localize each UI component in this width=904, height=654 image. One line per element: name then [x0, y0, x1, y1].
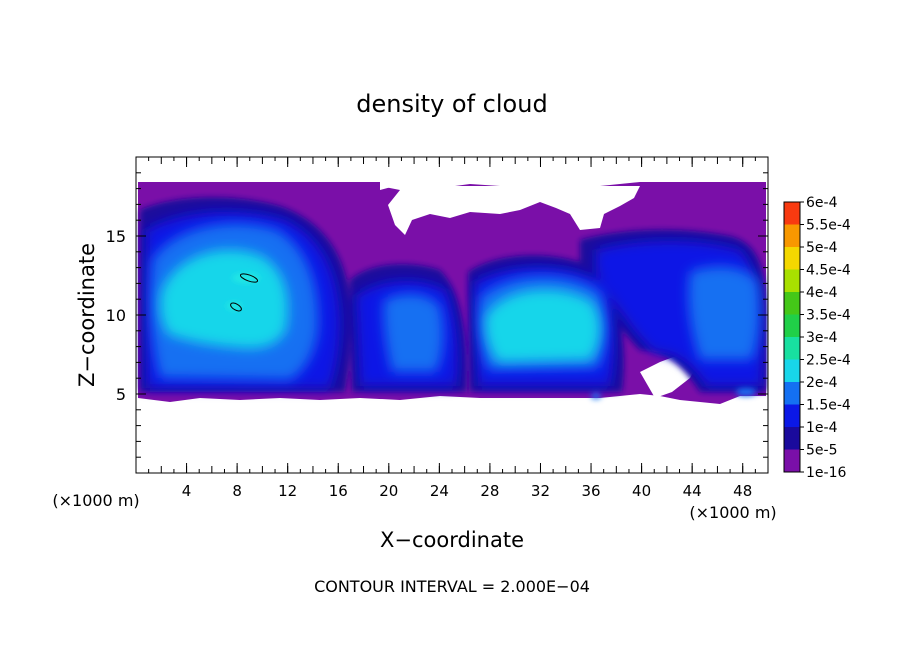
x-axis: 4 8 12 16 20 24 28 32 36 40 44 48 — [135, 157, 769, 500]
level-2e-4 — [160, 249, 289, 349]
colorbar-swatch — [784, 202, 800, 225]
colorbar: 1e-16 5e-5 1e-4 1.5e-4 2e-4 2.5e-4 3e-4 3.5e-4 4… — [783, 195, 851, 481]
x-tick-label: 28 — [480, 482, 499, 500]
y-axis: 5 10 15 — [106, 156, 768, 474]
density-field — [138, 182, 767, 404]
level-1.5e-4-spot — [736, 388, 756, 396]
colorbar-label: 5.5e-4 — [806, 218, 851, 234]
y-axis-label: Z−coordinate — [75, 243, 99, 387]
x-tick-label: 24 — [430, 482, 449, 500]
chart-title: density of cloud — [356, 90, 547, 118]
y-tick-label: 15 — [106, 227, 126, 246]
colorbar-swatch — [784, 359, 800, 382]
colorbar-label: 2e-4 — [806, 375, 838, 391]
y-tick-label: 10 — [106, 306, 126, 325]
contour-interval-note: CONTOUR INTERVAL = 2.000E−04 — [314, 577, 590, 596]
y-tick-label: 5 — [116, 385, 126, 404]
x-tick-label: 20 — [379, 482, 398, 500]
plot-area — [135, 156, 769, 474]
colorbar-swatch — [784, 269, 800, 292]
colorbar-label: 4e-4 — [806, 285, 838, 301]
colorbar-label: 5e-5 — [806, 443, 837, 459]
colorbar-label: 2.5e-4 — [806, 353, 851, 369]
colorbar-label: 3e-4 — [806, 330, 838, 346]
colorbar-swatch — [784, 337, 800, 360]
level-2.5e-4-spot — [226, 302, 242, 310]
colorbar-label: 5e-4 — [806, 240, 838, 256]
colorbar-swatch — [784, 404, 800, 427]
colorbar-swatch — [784, 247, 800, 270]
colorbar-swatch — [784, 314, 800, 337]
colorbar-swatch — [784, 224, 800, 247]
colorbar-swatch — [784, 427, 800, 450]
contour-line — [230, 302, 242, 312]
level-1.5e-4-spot — [591, 393, 601, 399]
colorbar-label: 6e-4 — [806, 195, 838, 211]
colorbar-label: 4.5e-4 — [806, 263, 851, 279]
colorbar-label: 1e-16 — [806, 465, 846, 481]
x-tick-label: 16 — [329, 482, 348, 500]
x-tick-label: 4 — [182, 482, 192, 500]
colorbar-swatch — [784, 292, 800, 315]
level-1.5e-4 — [383, 293, 444, 372]
x-unit-label-right: (×1000 m) — [689, 503, 776, 522]
x-tick-label: 36 — [581, 482, 600, 500]
colorbar-frame — [783, 201, 801, 473]
colorbar-label: 1.5e-4 — [806, 398, 851, 414]
x-tick-label: 12 — [278, 482, 297, 500]
x-tick-label: 32 — [531, 482, 550, 500]
x-axis-label: X−coordinate — [380, 528, 524, 552]
level-1.5e-4 — [688, 266, 760, 360]
contour-line — [239, 273, 259, 283]
x-unit-label-left: (×1000 m) — [52, 491, 139, 510]
x-tick-label: 48 — [733, 482, 752, 500]
x-tick-label: 8 — [232, 482, 242, 500]
x-tick-label: 40 — [632, 482, 651, 500]
colorbar-label: 3.5e-4 — [806, 308, 851, 324]
colorbar-label: 1e-4 — [806, 420, 838, 436]
x-tick-label: 44 — [683, 482, 702, 500]
level-2e-4 — [485, 289, 601, 362]
clear-air-gap-top — [380, 186, 640, 235]
colorbar-swatch — [784, 382, 800, 405]
colorbar-swatch — [784, 449, 800, 472]
level-2.5e-4-spot — [232, 273, 260, 283]
